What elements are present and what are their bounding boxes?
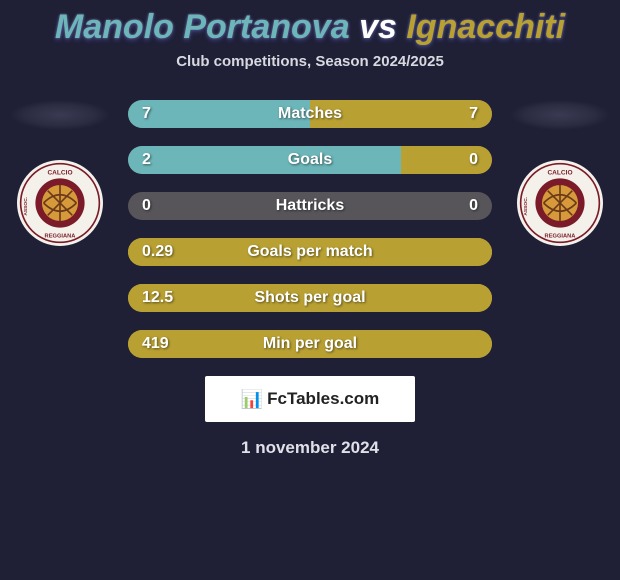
comparison-infographic: Manolo Portanova vs Ignacchiti Club comp… (0, 0, 620, 466)
player1-silhouette (10, 100, 110, 130)
svg-text:ASSOC.: ASSOC. (523, 196, 529, 215)
stat-value-right: 0 (469, 151, 478, 169)
club-badge-icon: CALCIO REGGIANA ASSOC. (19, 162, 101, 244)
fctables-attribution: 📊 FcTables.com (205, 376, 415, 422)
stat-row: 12.5Shots per goal (128, 284, 492, 312)
svg-text:CALCIO: CALCIO (547, 169, 572, 176)
stat-row: 0Hattricks0 (128, 192, 492, 220)
stat-label: Min per goal (128, 335, 492, 353)
svg-text:ASSOC.: ASSOC. (23, 196, 29, 215)
player2-club-badge: CALCIO REGGIANA ASSOC. (517, 160, 603, 246)
main-row: CALCIO REGGIANA ASSOC. 7Matches72Goals00… (10, 100, 610, 358)
club-badge-icon: CALCIO REGGIANA ASSOC. (519, 162, 601, 244)
stats-column: 7Matches72Goals00Hattricks00.29Goals per… (128, 100, 492, 358)
stat-label: Shots per goal (128, 289, 492, 307)
right-column: CALCIO REGGIANA ASSOC. (510, 100, 610, 246)
svg-text:REGGIANA: REGGIANA (545, 233, 576, 239)
svg-text:REGGIANA: REGGIANA (45, 233, 76, 239)
stat-row: 2Goals0 (128, 146, 492, 174)
date-text: 1 november 2024 (10, 438, 610, 458)
fctables-logo-icon: 📊 (241, 389, 263, 410)
page-title: Manolo Portanova vs Ignacchiti (10, 8, 610, 47)
title-vs: vs (359, 8, 397, 46)
stat-row: 7Matches7 (128, 100, 492, 128)
stat-value-right: 0 (469, 197, 478, 215)
stat-row: 0.29Goals per match (128, 238, 492, 266)
fctables-logo-text: FcTables.com (267, 389, 379, 409)
subtitle-text: Club competitions, Season 2024/2025 (10, 53, 610, 70)
stat-value-right: 7 (469, 105, 478, 123)
left-column: CALCIO REGGIANA ASSOC. (10, 100, 110, 246)
stat-label: Goals per match (128, 243, 492, 261)
player1-club-badge: CALCIO REGGIANA ASSOC. (17, 160, 103, 246)
svg-text:CALCIO: CALCIO (47, 169, 72, 176)
stat-label: Hattricks (128, 197, 492, 215)
stat-label: Matches (128, 105, 492, 123)
player2-silhouette (510, 100, 610, 130)
title-player2: Ignacchiti (406, 8, 565, 46)
stat-row: 419Min per goal (128, 330, 492, 358)
title-player1: Manolo Portanova (55, 8, 350, 46)
stat-label: Goals (128, 151, 492, 169)
